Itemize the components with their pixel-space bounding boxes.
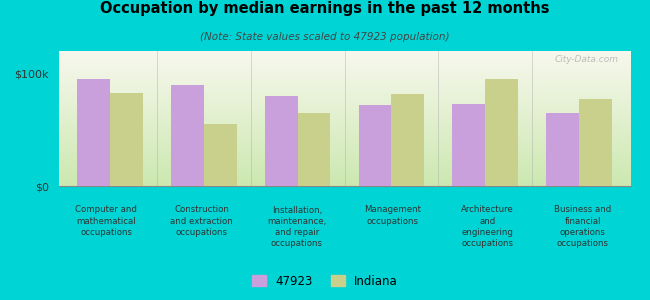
Bar xyxy=(77,79,110,186)
Bar xyxy=(546,113,579,186)
Bar xyxy=(265,96,298,186)
Text: Occupation by median earnings in the past 12 months: Occupation by median earnings in the pas… xyxy=(100,2,550,16)
Bar xyxy=(452,104,485,186)
Legend: 47923, Indiana: 47923, Indiana xyxy=(248,271,402,291)
Bar xyxy=(110,93,143,186)
Text: (Note: State values scaled to 47923 population): (Note: State values scaled to 47923 popu… xyxy=(200,32,450,41)
Text: Installation,
maintenance,
and repair
occupations: Installation, maintenance, and repair oc… xyxy=(267,206,326,248)
Bar xyxy=(359,105,391,186)
Bar xyxy=(204,124,237,186)
Text: Construction
and extraction
occupations: Construction and extraction occupations xyxy=(170,206,233,237)
Text: Management
occupations: Management occupations xyxy=(363,206,421,226)
Text: Architecture
and
engineering
occupations: Architecture and engineering occupations xyxy=(461,206,514,248)
Bar xyxy=(298,113,330,186)
Text: Computer and
mathematical
occupations: Computer and mathematical occupations xyxy=(75,206,137,237)
Text: Business and
financial
operations
occupations: Business and financial operations occupa… xyxy=(554,206,612,248)
Bar xyxy=(579,99,612,186)
Text: City-Data.com: City-Data.com xyxy=(555,55,619,64)
Bar xyxy=(391,94,424,186)
Bar xyxy=(485,79,518,186)
Bar xyxy=(171,85,204,186)
